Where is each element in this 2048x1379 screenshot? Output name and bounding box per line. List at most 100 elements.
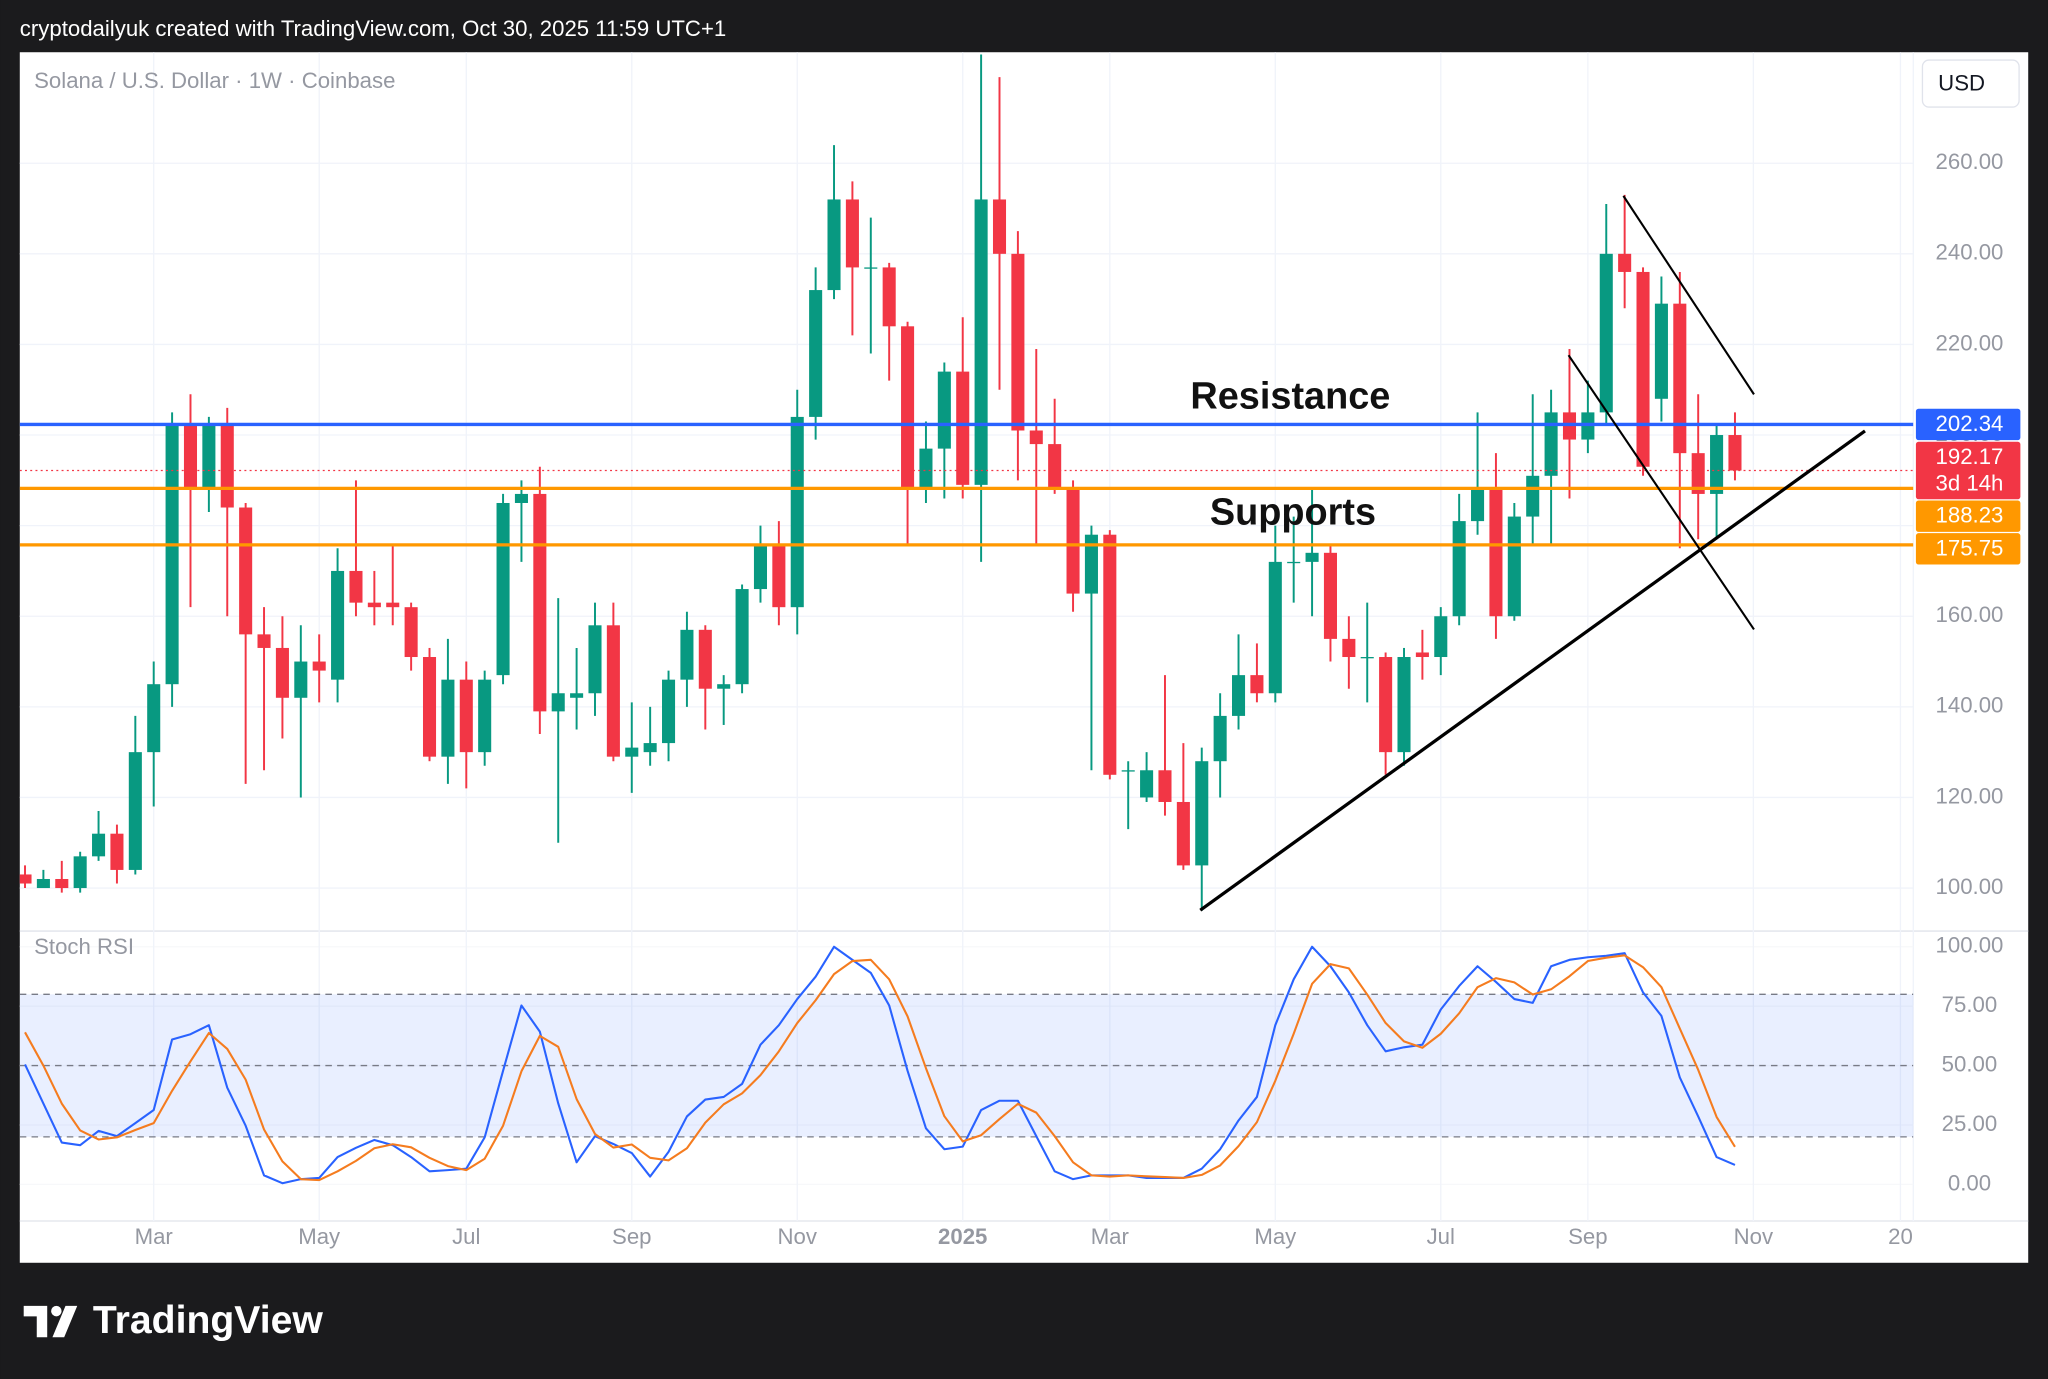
trend-line [1622,195,1755,395]
trend-lines [1199,195,1866,912]
y-tick-label: 25.00 [1942,1111,1998,1136]
candle-body [551,693,565,712]
candle-body [1287,561,1301,564]
candle-body [1011,253,1025,431]
candle-body [1250,675,1264,694]
candle-body [441,679,455,757]
candle-body [1066,489,1080,594]
candle-body [312,661,326,671]
candle-body [1176,801,1190,866]
candle-body [790,416,804,608]
x-tick-label: Nov [778,1224,818,1249]
x-tick-label: May [1254,1224,1297,1249]
candle-body [625,747,639,757]
candle-body [404,607,418,658]
candle-body [753,543,768,590]
candle-body [349,570,363,603]
y-tick-label: 0.00 [1948,1170,1991,1195]
candle-body [1691,453,1705,494]
candle-body [110,833,124,870]
candle-body [735,589,749,685]
axis-labels: 100.00120.00140.00160.00180.00200.00220.… [135,149,2021,1249]
x-tick-label: Nov [1734,1224,1774,1249]
candle-body [1599,253,1613,413]
candle-body [643,743,657,753]
candle-body [1084,534,1098,594]
price-label-box [1915,500,2021,532]
price-countdown: 3d 14h [1936,471,2004,496]
candle-body [680,629,694,680]
y-tick-label: 240.00 [1936,240,2004,265]
candle-body [1415,652,1429,658]
candle-body [367,602,381,608]
candle-body [36,878,50,889]
x-tick-label: Sep [1568,1224,1607,1249]
y-tick-label: 260.00 [1936,149,2004,174]
price-label-box [1915,441,2021,500]
candle-body [19,874,32,884]
x-tick-label: Mar [135,1224,174,1249]
indicator-legend: Stoch RSI [34,934,134,959]
candle-body [1728,435,1742,471]
price-label: 188.23 [1936,503,2004,528]
candle-body [827,199,841,291]
candle-body [809,290,823,417]
x-tick-label: Sep [612,1224,651,1249]
y-tick-label: 220.00 [1936,330,2004,355]
candle-body [1121,770,1135,772]
y-tick-label: 160.00 [1936,602,2004,627]
y-tick-label: 100.00 [1936,933,2004,958]
candle-body [1618,253,1632,272]
candle-body [1471,489,1485,522]
price-label: 192.17 [1936,444,2004,469]
price-label-box [1915,533,2021,565]
annotation: Resistance [1190,375,1390,417]
footer-logo: TradingView [23,1299,323,1342]
candle-body [202,425,216,490]
y-tick-label: 75.00 [1942,992,1998,1017]
candle-body [1103,534,1117,775]
candle-body [514,493,528,503]
candle-body [570,693,584,698]
candle-body [864,267,878,269]
candle-body [1140,770,1154,798]
candle-body [294,661,308,698]
currency-label[interactable]: USD [1938,71,1985,96]
stoch-line [24,954,1736,1182]
candle-body [147,684,161,753]
candle-body [128,752,142,870]
candle-body [1268,561,1282,694]
candle-body [919,448,933,490]
currency-button[interactable] [1921,59,2020,108]
y-tick-label: 100.00 [1936,874,2004,899]
price-label-box [1915,408,2021,441]
candle-body [1489,489,1503,617]
price-lines [19,422,1914,547]
candle-body [1507,516,1521,617]
candle-body [1544,412,1558,476]
x-tick-label: May [298,1224,341,1249]
stoch-pane [19,945,1914,1185]
candle-body [183,425,198,490]
price-pane [19,54,1742,911]
candle-body [1434,616,1448,658]
y-tick-label: 50.00 [1942,1051,1998,1076]
candle-body [239,507,253,635]
candle-body [1305,552,1319,562]
candle-body [1710,435,1724,494]
candle-body [937,371,951,449]
candle-body [386,602,400,608]
trend-line [1567,354,1755,631]
x-tick-label: Jul [452,1224,480,1249]
candle-body [1379,657,1393,753]
candle-body [1452,521,1466,617]
candle-body [845,199,859,268]
candle-body [662,679,676,744]
candle-body [459,679,473,753]
candle-body [478,679,492,753]
candle-body [772,543,786,608]
trend-line [1199,429,1866,912]
stoch-line [24,945,1736,1185]
x-tick-label: Jul [1427,1224,1455,1249]
